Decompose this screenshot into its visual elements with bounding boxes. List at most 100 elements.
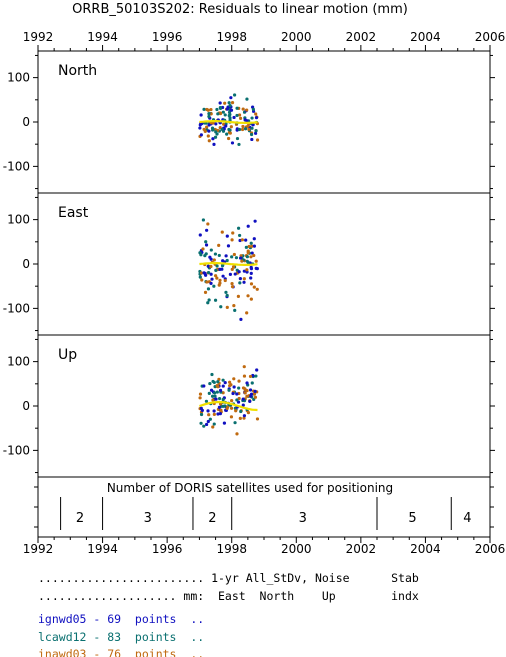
- data-point: [200, 278, 204, 282]
- data-point: [210, 394, 215, 398]
- data-point: [253, 219, 257, 223]
- data-point: [199, 421, 203, 425]
- data-point: [249, 282, 254, 286]
- data-point: [207, 112, 211, 116]
- panel-east: East 100 0 -100: [3, 196, 495, 332]
- data-point: [243, 391, 247, 395]
- data-point: [243, 127, 248, 131]
- top-x-tick-label: 1998: [216, 30, 247, 44]
- data-point: [245, 388, 249, 393]
- data-point: [218, 278, 222, 282]
- data-point: [241, 397, 245, 401]
- data-point: [255, 368, 259, 372]
- data-point: [227, 388, 231, 392]
- data-point: [209, 388, 214, 392]
- data-point: [249, 276, 253, 280]
- data-point: [254, 374, 258, 378]
- data-point: [222, 122, 226, 126]
- data-point: [207, 391, 211, 396]
- data-point: [211, 425, 215, 429]
- data-point: [224, 290, 228, 294]
- data-point: [205, 228, 209, 232]
- bottom-x-tick-label: 2004: [410, 542, 441, 556]
- bottom-x-axis: 1992 1994 1996 1998 2000 2002 2004 2006: [23, 537, 505, 556]
- data-point: [219, 408, 223, 412]
- data-point: [225, 234, 229, 238]
- data-point: [242, 277, 246, 281]
- data-point: [235, 136, 240, 141]
- data-point: [221, 397, 225, 402]
- data-point: [245, 255, 249, 259]
- data-point: [219, 305, 223, 309]
- data-point: [229, 108, 234, 112]
- data-point: [249, 267, 254, 271]
- data-point: [228, 131, 232, 135]
- data-point: [208, 381, 212, 386]
- data-point: [237, 127, 242, 132]
- data-point: [253, 389, 257, 394]
- data-point: [225, 406, 229, 410]
- data-point: [235, 398, 239, 402]
- data-point: [245, 381, 249, 385]
- data-point: [248, 374, 253, 379]
- data-point: [221, 378, 225, 382]
- data-point: [216, 112, 220, 116]
- data-point: [207, 114, 211, 119]
- data-point: [224, 254, 228, 258]
- data-point: [213, 298, 218, 302]
- data-point: [234, 409, 238, 413]
- data-point: [212, 142, 216, 146]
- data-point: [235, 113, 239, 118]
- data-point: [213, 135, 218, 139]
- smoothed-trend: [199, 262, 258, 266]
- data-point: [238, 416, 242, 420]
- data-point: [205, 280, 209, 284]
- data-point: [204, 399, 209, 403]
- data-point: [204, 243, 209, 247]
- legend-row-1: ignwd05 - 69 points ..: [38, 612, 205, 626]
- data-point: [218, 388, 223, 392]
- data-point: [209, 107, 213, 112]
- data-point: [244, 238, 248, 242]
- data-point: [223, 113, 227, 117]
- data-point: [245, 259, 249, 263]
- data-point: [255, 138, 260, 142]
- data-point: [223, 278, 227, 283]
- top-x-tick-label: 2002: [346, 30, 377, 44]
- panels: North 100 0 -100 East 100 0 -100 Up 100 0 -100: [3, 54, 495, 474]
- data-point: [250, 137, 254, 142]
- data-point: [233, 272, 237, 276]
- data-point: [229, 406, 234, 410]
- panel-label: North: [58, 63, 97, 79]
- data-point: [254, 116, 259, 120]
- doris-satellite-panel: Number of DORIS satellites used for posi…: [34, 481, 494, 530]
- bottom-x-tick-label: 2002: [346, 542, 377, 556]
- bottom-x-tick-label: 1994: [87, 542, 118, 556]
- data-point: [212, 391, 217, 395]
- data-point: [202, 424, 206, 428]
- data-point: [228, 380, 232, 384]
- data-point: [217, 405, 221, 409]
- data-point: [246, 411, 251, 415]
- data-point: [221, 110, 225, 114]
- data-point: [232, 377, 236, 381]
- data-point: [217, 283, 221, 287]
- data-point: [202, 384, 206, 388]
- panel-label: East: [58, 205, 89, 221]
- data-point: [238, 277, 242, 281]
- top-x-axis: 1992 1994 1996 1998 2000 2002 2004 2006: [23, 30, 505, 51]
- panel-up: Up 100 0 -100: [3, 338, 495, 474]
- data-point: [246, 251, 250, 255]
- data-point: [204, 422, 209, 427]
- data-point: [215, 276, 219, 280]
- data-point: [230, 255, 234, 259]
- data-point: [212, 409, 216, 413]
- data-point: [245, 268, 249, 272]
- data-point: [218, 111, 223, 116]
- data-point: [200, 408, 204, 412]
- data-point: [231, 231, 235, 235]
- doris-count-label: 2: [208, 511, 216, 526]
- data-point: [249, 255, 253, 259]
- data-point: [248, 399, 252, 403]
- data-point: [198, 392, 203, 396]
